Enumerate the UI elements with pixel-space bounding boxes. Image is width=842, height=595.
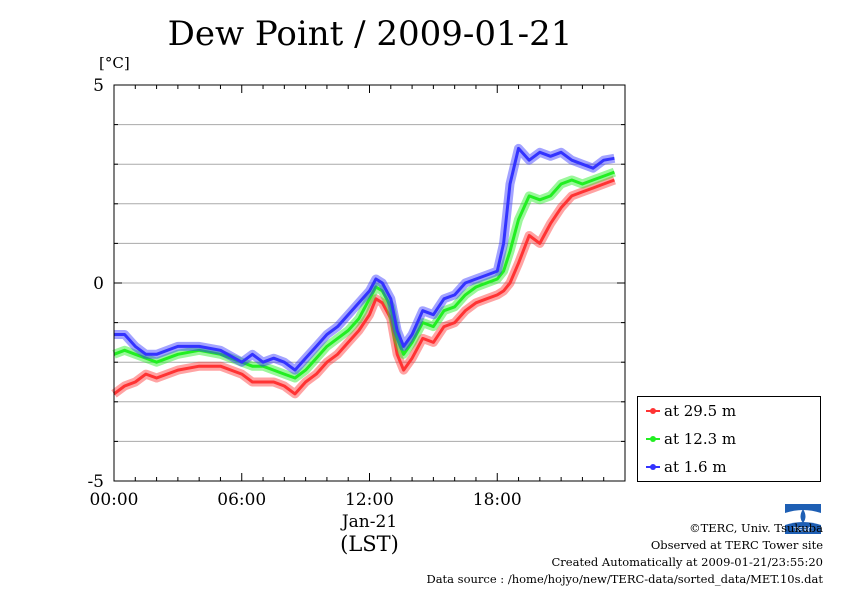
x-date-label: Jan-21 [340,512,397,532]
y-axis-unit-label: [°C] [99,54,130,72]
legend-swatch-blue [646,458,660,476]
footer-source: Data source : /home/hojyo/new/TERC-data/… [426,572,823,586]
legend-swatch-red [646,402,660,420]
legend-label: at 12.3 m [664,430,737,448]
legend-label: at 29.5 m [664,402,737,420]
series-line-2 [114,146,615,372]
footer-copyright: ©TERC, Univ. Tsukuba [689,521,823,535]
x-tick-label: 18:00 [473,490,522,510]
series-band-2 [114,143,616,375]
footer-created: Created Automatically at 2009-01-21/23:5… [551,555,824,569]
legend: at 29.5 m at 12.3 m at 1.6 m [637,396,821,482]
x-tick-label: 00:00 [90,490,139,510]
legend-swatch-green [646,430,660,448]
plot-frame [113,84,626,482]
terc-logo-icon: TERC [784,503,822,535]
x-tick-label: 12:00 [345,490,394,510]
legend-label: at 1.6 m [664,458,727,476]
y-tick-label: 5 [93,76,104,96]
legend-item-29-5m: at 29.5 m [646,402,736,420]
series-line-0 [113,178,615,396]
chart-title: Dew Point / 2009-01-21 [167,14,573,54]
y-tick-label: -5 [87,472,104,492]
logo-text: TERC [793,527,812,534]
y-tick-label: 0 [93,274,104,294]
x-tick-label: 06:00 [217,490,266,510]
legend-item-1-6m: at 1.6 m [646,458,727,476]
footer-observed: Observed at TERC Tower site [650,538,823,552]
x-axis-label: (LST) [340,532,399,556]
legend-item-12-3m: at 12.3 m [646,430,736,448]
